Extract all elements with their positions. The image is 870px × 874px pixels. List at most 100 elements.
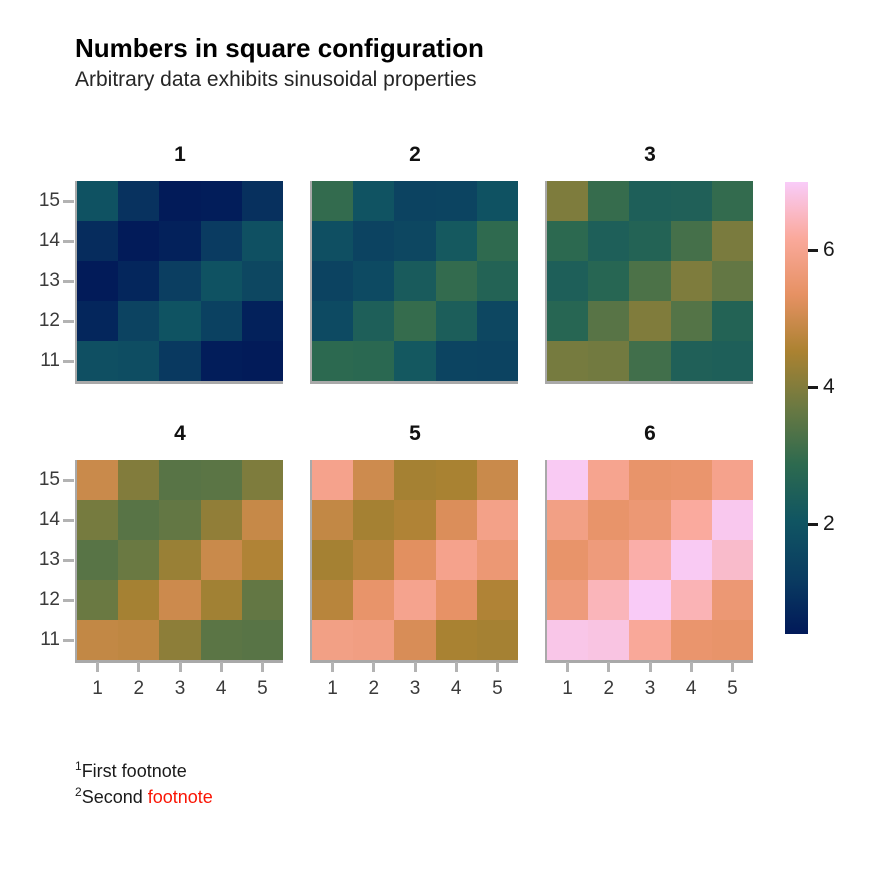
heatmap-cell <box>159 460 201 500</box>
heatmap-panel-4: 4 <box>75 415 283 663</box>
heatmap-panel-6: 6 <box>545 415 753 663</box>
heatmap-cell <box>711 261 753 301</box>
heatmap-cell <box>200 620 242 660</box>
y-tick-mark <box>63 319 74 323</box>
heatmap-cell <box>241 620 283 660</box>
y-tick-mark <box>63 239 74 243</box>
heatmap-cell <box>435 620 477 660</box>
heatmap-cell <box>711 301 753 341</box>
heatmap-cell <box>159 301 201 341</box>
heatmap-cell <box>241 580 283 620</box>
x-tick-mark <box>219 662 223 672</box>
heatmap-cell <box>476 221 518 261</box>
heatmap-cell <box>353 620 395 660</box>
y-tick-mark <box>63 518 74 522</box>
heatmap-cell <box>476 341 518 381</box>
heatmap-cell <box>629 540 671 580</box>
facet-title: 5 <box>409 422 421 445</box>
heatmap-cell <box>77 181 119 221</box>
colorbar-gradient <box>785 182 808 634</box>
x-tick-label: 2 <box>133 678 145 699</box>
heatmap-cell <box>670 580 712 620</box>
heatmap-cell <box>547 540 589 580</box>
heatmap-cell <box>77 261 119 301</box>
heatmap-cell <box>241 540 283 580</box>
y-tick-label: 15 <box>38 190 60 211</box>
x-tick-label: 1 <box>92 678 103 699</box>
heatmap-cell <box>77 580 119 620</box>
heatmap-cell <box>547 500 589 540</box>
heatmap-panel-3: 3 <box>545 136 753 384</box>
heatmap-cell <box>629 460 671 500</box>
heatmap-cell <box>547 301 589 341</box>
x-tick-label: 5 <box>727 678 738 699</box>
heatmap-cell <box>476 540 518 580</box>
heatmap-cell <box>476 580 518 620</box>
heatmap-cell <box>353 341 395 381</box>
heatmap-cell <box>629 181 671 221</box>
heatmap-cell <box>629 261 671 301</box>
heatmap-cell <box>670 221 712 261</box>
page-title: Numbers in square configuration <box>75 33 484 63</box>
heatmap-cell <box>547 580 589 620</box>
y-tick-label: 13 <box>38 549 60 570</box>
heatmap-cell <box>312 261 354 301</box>
heatmap-cell <box>711 181 753 221</box>
heatmap-cell <box>159 620 201 660</box>
heatmap-cell <box>711 500 753 540</box>
heatmap-cell <box>77 540 119 580</box>
heatmap-cell <box>588 181 630 221</box>
heatmap-cell <box>77 221 119 261</box>
y-tick-label: 12 <box>38 310 60 331</box>
x-tick-mark <box>331 662 335 672</box>
heatmap-cell <box>394 261 436 301</box>
x-tick-label: 4 <box>215 678 227 699</box>
heatmap-cell <box>629 221 671 261</box>
heatmap-grid <box>545 181 753 384</box>
heatmap-cell <box>353 540 395 580</box>
heatmap-cell <box>118 500 160 540</box>
colorbar-tick-mark <box>808 385 818 389</box>
facet-title: 6 <box>644 422 656 445</box>
heatmap-cell <box>711 580 753 620</box>
heatmap-cell <box>200 580 242 620</box>
heatmap-cell <box>312 460 354 500</box>
y-tick-label: 12 <box>38 589 60 610</box>
y-tick-mark <box>63 478 74 482</box>
heatmap-cell <box>588 620 630 660</box>
x-tick-mark <box>566 662 570 672</box>
heatmap-cell <box>353 221 395 261</box>
footnote-line-1: 1First footnote <box>75 758 213 784</box>
x-tick-mark <box>495 662 499 672</box>
y-tick-mark <box>63 558 74 562</box>
heatmap-cell <box>547 620 589 660</box>
y-tick-label: 15 <box>38 469 60 490</box>
heatmap-cell <box>200 341 242 381</box>
x-tick-label: 2 <box>603 678 615 699</box>
x-tick-mark <box>730 662 734 672</box>
heatmap-cell <box>353 301 395 341</box>
heatmap-cell <box>312 181 354 221</box>
heatmap-cell <box>435 181 477 221</box>
heatmap-panel-1: 1 <box>75 136 283 384</box>
y-tick-label: 14 <box>38 230 60 251</box>
heatmap-cell <box>241 460 283 500</box>
heatmap-cell <box>476 460 518 500</box>
heatmap-cell <box>312 221 354 261</box>
heatmap-cell <box>670 261 712 301</box>
y-tick-label: 14 <box>38 509 60 530</box>
heatmap-cell <box>435 221 477 261</box>
heatmap-cell <box>241 341 283 381</box>
heatmap-cell <box>394 181 436 221</box>
y-tick-mark <box>63 359 74 363</box>
heatmap-cell <box>159 500 201 540</box>
heatmap-cell <box>118 540 160 580</box>
x-tick-label: 5 <box>257 678 268 699</box>
x-tick-mark <box>96 662 100 672</box>
heatmap-cell <box>118 460 160 500</box>
heatmap-cell <box>670 301 712 341</box>
x-tick-mark <box>648 662 652 672</box>
y-tick-label: 13 <box>38 270 60 291</box>
heatmap-cell <box>476 261 518 301</box>
heatmap-cell <box>77 460 119 500</box>
